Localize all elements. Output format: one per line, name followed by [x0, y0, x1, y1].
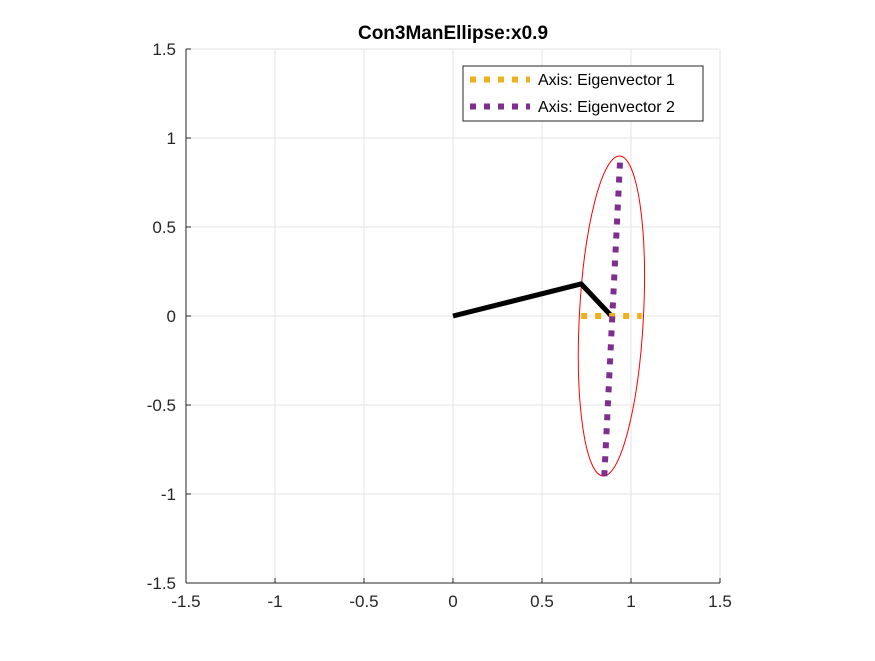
- y-tick-label: -1: [161, 485, 176, 504]
- eigenvector-2-axis-line: [601, 155, 624, 477]
- legend: Axis: Eigenvector 1 Axis: Eigenvector 2: [462, 65, 704, 122]
- x-tick-label: -1: [267, 592, 282, 611]
- y-tick-label: 0.5: [152, 218, 176, 237]
- x-tick-label: 0.5: [530, 592, 554, 611]
- y-tick-label: 1: [167, 129, 176, 148]
- y-tick-label: 1.5: [152, 40, 176, 59]
- x-tick-label: 1: [626, 592, 635, 611]
- y-tick-label: -1.5: [147, 574, 176, 593]
- ticks: -1.5 -1 -0.5 0 0.5 1 1.5 -1.5 -1 -0.5 0 0.5 1 1.5: [147, 40, 732, 611]
- plot-content: [452, 155, 645, 477]
- x-tick-label: 1.5: [708, 592, 732, 611]
- legend-box: [462, 65, 704, 122]
- chart-title: Con3ManEllipse:x0.9: [358, 23, 548, 44]
- x-tick-label: 0: [448, 592, 457, 611]
- legend-label-eigenvector-1: Axis: Eigenvector 1: [538, 72, 675, 89]
- y-tick-label: -0.5: [147, 396, 176, 415]
- robot-arm-line: [452, 281, 614, 319]
- legend-label-eigenvector-2: Axis: Eigenvector 2: [538, 99, 675, 116]
- y-tick-label: 0: [167, 307, 176, 326]
- x-tick-label: -0.5: [349, 592, 378, 611]
- x-tick-label: -1.5: [171, 592, 200, 611]
